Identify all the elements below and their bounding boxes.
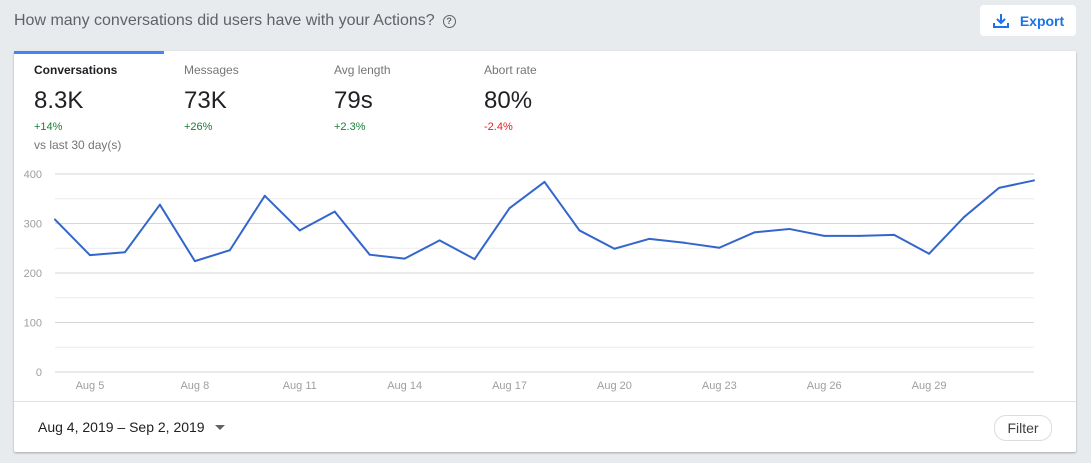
tab-label: Abort rate <box>484 63 537 77</box>
tab-label: Conversations <box>34 63 118 77</box>
data-point <box>508 207 511 210</box>
data-point <box>88 254 91 257</box>
data-point <box>193 260 196 263</box>
tab-abort-rate[interactable]: Abort rate 80% -2.4% <box>464 51 614 161</box>
data-point <box>403 257 406 260</box>
download-icon <box>992 13 1009 28</box>
data-point <box>543 180 546 183</box>
data-point <box>788 227 791 230</box>
tab-messages[interactable]: Messages 73K +26% <box>164 51 314 161</box>
x-tick-label: Aug 17 <box>492 380 527 392</box>
y-tick-label: 300 <box>24 219 42 231</box>
data-point <box>438 239 441 242</box>
data-point <box>998 186 1001 189</box>
data-point <box>613 247 616 250</box>
line-chart: 0 100 200 300 400 Aug 5 Aug 8 Aug 11 Aug 14 Aug 1… <box>24 169 1035 392</box>
tab-value: 79s <box>334 87 373 114</box>
x-tick-label: Aug 14 <box>387 380 422 392</box>
help-circle-icon[interactable]: ? <box>442 14 456 28</box>
metrics-card: Conversations 8.3K +14% vs last 30 day(s… <box>14 51 1076 452</box>
series-line <box>54 179 1035 263</box>
y-tick-label: 400 <box>24 169 42 181</box>
y-tick-label: 100 <box>24 318 42 330</box>
metric-tabs: Conversations 8.3K +14% vs last 30 day(s… <box>14 51 1076 161</box>
tab-change: +26% <box>184 121 213 133</box>
tab-value: 8.3K <box>34 87 84 114</box>
x-tick-label: Aug 23 <box>702 380 737 392</box>
y-tick-label: 0 <box>36 367 42 379</box>
data-point <box>683 241 686 244</box>
data-point <box>298 229 301 232</box>
page-title: How many conversations did users have wi… <box>14 12 456 30</box>
x-tick-label: Aug 5 <box>76 380 105 392</box>
export-button[interactable]: Export <box>980 5 1076 36</box>
x-tick-label: Aug 8 <box>180 380 209 392</box>
tab-avg-length[interactable]: Avg length 79s +2.3% <box>314 51 464 161</box>
export-label: Export <box>1019 12 1065 29</box>
data-point <box>893 233 896 236</box>
card-footer: Aug 4, 2019 – Sep 2, 2019 Filter <box>14 401 1076 453</box>
data-point <box>963 216 966 219</box>
data-point <box>648 237 651 240</box>
tab-value: 80% <box>484 87 533 114</box>
x-tick-label: Aug 11 <box>283 380 317 392</box>
data-point <box>928 252 931 255</box>
data-point <box>753 231 756 234</box>
data-point <box>123 251 126 254</box>
data-point <box>368 253 371 256</box>
date-range-label: Aug 4, 2019 – Sep 2, 2019 <box>38 419 205 435</box>
data-point <box>473 258 476 261</box>
tab-label: Messages <box>184 63 239 77</box>
data-point <box>718 246 721 249</box>
title-text: How many conversations did users have wi… <box>14 12 435 29</box>
data-point <box>158 203 161 206</box>
tab-change: +2.3% <box>334 121 366 133</box>
data-point <box>333 210 336 213</box>
y-tick-label: 200 <box>24 268 42 280</box>
filter-button[interactable]: Filter <box>994 415 1052 441</box>
data-point <box>228 249 231 252</box>
data-point <box>54 218 56 221</box>
x-tick-label: Aug 20 <box>597 380 632 392</box>
tab-conversations[interactable]: Conversations 8.3K +14% vs last 30 day(s… <box>14 51 164 161</box>
data-point <box>263 194 266 197</box>
tab-label: Avg length <box>334 63 391 77</box>
dropdown-caret-icon <box>214 424 225 430</box>
tab-value: 73K <box>184 87 227 114</box>
x-tick-label: Aug 29 <box>912 380 947 392</box>
data-point <box>823 234 826 237</box>
data-point <box>858 234 861 237</box>
comparison-note: vs last 30 day(s) <box>34 138 122 152</box>
data-point <box>1033 179 1035 182</box>
x-tick-label: Aug 26 <box>807 380 842 392</box>
tab-change: -2.4% <box>484 121 513 133</box>
date-range-selector[interactable]: Aug 4, 2019 – Sep 2, 2019 <box>38 419 225 435</box>
data-point <box>578 229 581 232</box>
tab-change: +14% <box>34 121 63 133</box>
